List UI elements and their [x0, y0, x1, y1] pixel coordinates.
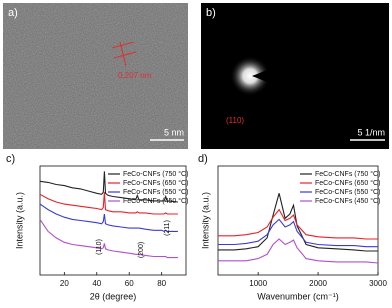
x-tick-label: 40 — [92, 279, 101, 288]
peak-annotation: (110) — [96, 239, 103, 255]
y-axis-label: Intensity (a.u.) — [200, 192, 210, 249]
series-line — [39, 171, 178, 203]
x-axis-label: 2θ (degree) — [90, 291, 137, 301]
legend-label: FeCo-CNFs (450 °C) — [315, 197, 380, 205]
panel-label: c) — [6, 153, 15, 165]
panel-label: d) — [198, 153, 208, 165]
series-line — [218, 238, 379, 264]
legend-label: FeCo-CNFs (750 °C) — [123, 170, 188, 178]
series-line — [218, 218, 378, 248]
x-tick-label: 1000 — [249, 279, 267, 288]
beam-stop — [252, 68, 272, 84]
y-axis-label: Intensity (a.u.) — [14, 192, 24, 249]
plot-frame — [217, 165, 379, 276]
diffraction-center — [230, 56, 270, 96]
scale-label: 5 1/nm — [357, 127, 385, 137]
tem-texture — [3, 3, 188, 149]
x-axis-label: Wavenumber (cm⁻¹) — [257, 291, 338, 301]
lattice-spacing: 0.207 nm — [118, 71, 152, 80]
panel-label: b) — [206, 7, 216, 19]
x-tick-label: 60 — [125, 279, 134, 288]
x-tick-label: 20 — [60, 279, 69, 288]
legend-label: FeCo-CNFs (550 °C) — [315, 188, 380, 196]
x-tick-label: 3000 — [369, 279, 387, 288]
plot-frame — [39, 165, 187, 276]
panel-label: a) — [8, 7, 18, 19]
legend-label: FeCo-CNFs (750 °C) — [315, 170, 380, 178]
ring-index: (110) — [226, 116, 244, 125]
x-tick-label: 2000 — [309, 279, 327, 288]
peak-annotation: (200) — [138, 242, 145, 258]
lattice-marker — [113, 51, 137, 59]
peak-annotation: (211) — [164, 220, 171, 236]
saed-panel: b) (110) 5 1/nm — [201, 3, 389, 149]
legend-label: FeCo-CNFs (450 °C) — [123, 197, 188, 205]
legend-label: FeCo-CNFs (650 °C) — [315, 179, 380, 187]
series-line — [39, 219, 178, 259]
legend-label: FeCo-CNFs (650 °C) — [123, 179, 188, 187]
lattice-marker — [111, 41, 135, 49]
series-line — [218, 193, 378, 252]
series-line — [39, 192, 178, 215]
scale-label: 5 nm — [164, 127, 184, 137]
series-line — [218, 208, 378, 240]
tem-panel: a) 0.207 nm 5 nm — [3, 3, 188, 149]
legend-label: FeCo-CNFs (550 °C) — [123, 188, 188, 196]
series-line — [39, 203, 178, 233]
x-tick-label: 80 — [157, 279, 166, 288]
